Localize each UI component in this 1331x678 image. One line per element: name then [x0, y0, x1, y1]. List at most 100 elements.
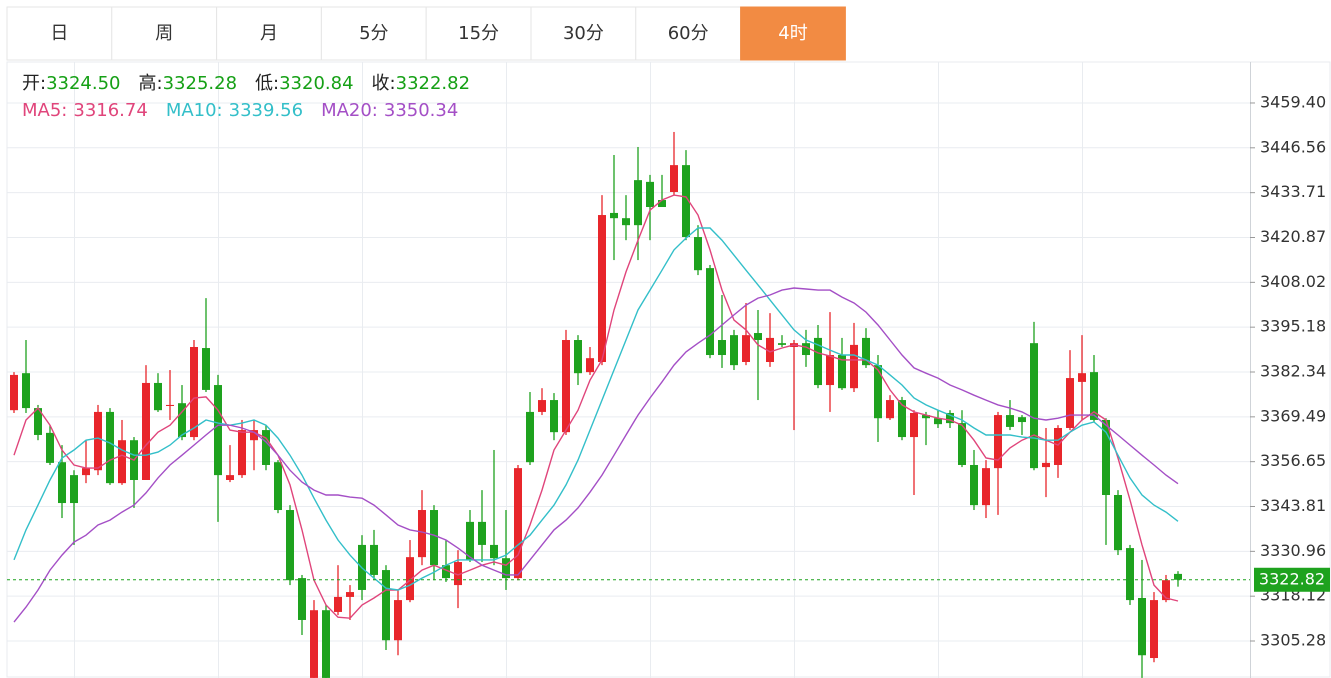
- candle-body: [778, 343, 786, 345]
- candle-body: [898, 400, 906, 438]
- candle-body: [1102, 419, 1110, 496]
- candle-body: [730, 335, 738, 366]
- ma-row: MA5: 3316.74 MA10: 3339.56 MA20: 3350.34: [22, 100, 458, 121]
- candle-body: [718, 340, 726, 356]
- ma-value: 3339.56: [229, 100, 303, 121]
- candle-body: [694, 237, 702, 271]
- candle-body: [970, 464, 978, 506]
- tab[interactable]: [216, 6, 322, 61]
- ohlc-label: 收:: [372, 73, 396, 94]
- candle-body: [1114, 495, 1122, 551]
- candle-body: [958, 423, 966, 465]
- candle-body: [478, 521, 486, 545]
- y-tick-label: 3408.02: [1260, 272, 1326, 291]
- candle-body: [1018, 417, 1026, 423]
- candle-body: [10, 374, 18, 411]
- tab-label[interactable]: 15分: [458, 23, 499, 44]
- candle-body: [538, 400, 546, 412]
- y-tick-label: 3369.49: [1260, 406, 1326, 425]
- tab[interactable]: [111, 6, 218, 61]
- candle-body: [922, 415, 930, 419]
- ohlc-value: 3322.82: [396, 73, 470, 94]
- candle-body: [46, 432, 54, 463]
- candle-body: [886, 400, 894, 419]
- candle-body: [550, 400, 558, 433]
- candle-body: [1054, 427, 1062, 465]
- candle-body: [70, 475, 78, 504]
- tab[interactable]: [6, 6, 113, 61]
- candle-body: [658, 200, 666, 208]
- tab-label[interactable]: 30分: [563, 23, 604, 44]
- candle-body: [346, 592, 354, 597]
- candle-body: [82, 468, 90, 476]
- candle-body: [502, 558, 510, 579]
- candle-body: [190, 346, 198, 438]
- candle-body: [286, 510, 294, 581]
- candle-body: [1078, 373, 1086, 382]
- candle-body: [850, 344, 858, 389]
- y-tick-label: 3330.96: [1260, 541, 1326, 560]
- tab[interactable]: [530, 6, 637, 61]
- candle-body: [814, 337, 822, 386]
- candle-body: [442, 565, 450, 579]
- y-tick-label: 3356.65: [1260, 451, 1326, 470]
- y-tick-label: 3343.81: [1260, 496, 1326, 515]
- tab-label[interactable]: 月: [260, 23, 278, 44]
- candle-body: [526, 411, 534, 463]
- tab-label[interactable]: 60分: [668, 23, 709, 44]
- candle-body: [1030, 343, 1038, 469]
- candle-body: [370, 544, 378, 575]
- candle-body: [154, 382, 162, 411]
- candle-body: [706, 268, 714, 356]
- candle-body: [574, 340, 582, 374]
- tab-label[interactable]: 周: [155, 23, 173, 44]
- candle-body: [382, 570, 390, 641]
- candle-body: [202, 348, 210, 390]
- ohlc-label: 开:: [22, 73, 46, 94]
- candle-body: [610, 212, 618, 219]
- candle-body: [322, 610, 330, 678]
- candle-body: [562, 340, 570, 433]
- candle-body: [634, 180, 642, 226]
- candle-body: [106, 411, 114, 484]
- candle-body: [910, 412, 918, 438]
- y-tick-label: 3395.18: [1260, 317, 1326, 336]
- candle-body: [586, 358, 594, 373]
- tab[interactable]: [635, 6, 742, 61]
- tab-bar: 日 周 月 5分 15分 30分 60分 4时: [6, 6, 846, 61]
- candle-body: [994, 415, 1002, 469]
- tab-label[interactable]: 日: [50, 23, 68, 44]
- candle-body: [406, 557, 414, 601]
- y-tick-label: 3382.34: [1260, 361, 1326, 380]
- tab-label[interactable]: 5分: [359, 23, 388, 44]
- y-tick-label: 3446.56: [1260, 137, 1326, 156]
- candle-body: [946, 412, 954, 424]
- tab[interactable]: [425, 6, 532, 61]
- tab[interactable]: [740, 6, 846, 61]
- candle-body: [238, 430, 246, 476]
- ohlc-value: 3325.28: [163, 73, 237, 94]
- candle-body: [514, 468, 522, 579]
- tab[interactable]: [320, 6, 427, 61]
- ma-label: MA10:: [166, 100, 223, 121]
- tab-label[interactable]: 4时: [778, 23, 807, 44]
- y-tick-label: 3459.40: [1260, 92, 1326, 111]
- candle-body: [1090, 372, 1098, 420]
- candle-body: [766, 337, 774, 363]
- candle-body: [1006, 415, 1014, 427]
- candle-body: [142, 382, 150, 480]
- candle-body: [118, 440, 126, 484]
- ma-line: [13, 287, 1179, 623]
- candle-body: [754, 333, 762, 341]
- ohlc-value: 3324.50: [46, 73, 120, 94]
- candle-body: [1162, 580, 1170, 601]
- candle-body: [802, 343, 810, 356]
- ma-label: MA5:: [22, 100, 67, 121]
- candle-body: [1150, 600, 1158, 659]
- ohlc-row: 开:3324.50 高:3325.28 低:3320.84 收:3322.82: [22, 73, 470, 94]
- candle-body: [1174, 573, 1182, 580]
- current-price-box: [1254, 567, 1330, 592]
- ma-line: [13, 194, 1179, 619]
